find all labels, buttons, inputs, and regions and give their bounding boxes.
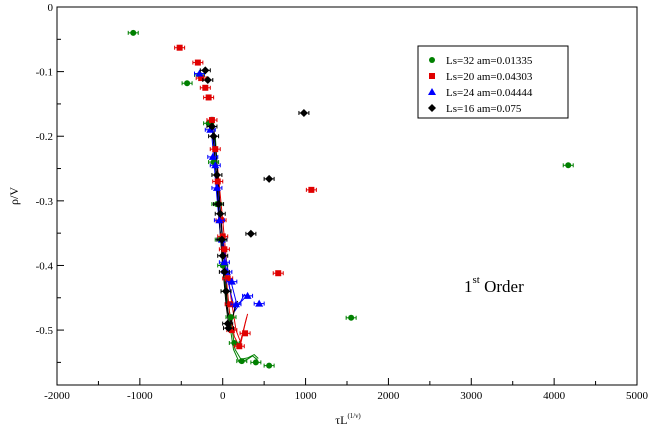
data-point [246, 229, 255, 238]
data-point [308, 186, 315, 193]
data-point [184, 80, 191, 87]
data-point [224, 324, 233, 333]
data-point [212, 171, 221, 179]
data-point [201, 66, 210, 75]
data-point [243, 291, 252, 299]
series-4 [199, 66, 310, 333]
data-point [216, 209, 225, 218]
data-points [127, 29, 574, 369]
data-point [214, 200, 223, 209]
data-point [203, 76, 212, 85]
data-point [130, 29, 137, 36]
y-tick-label: -0.5 [36, 325, 54, 337]
data-point [222, 287, 231, 296]
y-tick-label: -0.4 [36, 260, 54, 272]
legend-marker [428, 88, 436, 95]
y-tick-label: -0.2 [36, 131, 53, 143]
y-tick-label: -0.3 [36, 196, 54, 208]
data-point [227, 301, 234, 308]
data-point [220, 267, 229, 276]
data-point [212, 183, 221, 191]
data-point [209, 132, 218, 141]
data-point [224, 275, 231, 282]
data-point [255, 299, 264, 307]
x-tick-label: -1000 [127, 390, 153, 402]
y-tick-label: -0.1 [36, 67, 53, 79]
fit-curve [213, 136, 248, 305]
data-point [220, 258, 229, 266]
data-point [195, 69, 204, 77]
x-axis-label: τL(1/ν) [335, 412, 361, 427]
data-point [236, 343, 243, 350]
series-2 [174, 44, 317, 350]
data-point [218, 251, 227, 260]
data-point [228, 314, 234, 321]
data-point [208, 152, 217, 160]
data-point [348, 314, 355, 321]
data-point [231, 300, 240, 308]
x-tick-label: 4000 [543, 390, 566, 402]
data-point [242, 330, 249, 337]
data-point [206, 125, 215, 133]
legend-label: Ls=32 am=0.01335 [446, 55, 533, 67]
legend: Ls=32 am=0.01335 Ls=20 am=0.04303 Ls=24 am… [417, 45, 569, 119]
data-point [176, 44, 183, 51]
legend-marker [429, 57, 435, 63]
order-annotation: 1st Order [464, 274, 524, 296]
data-point [205, 94, 212, 101]
data-point [217, 235, 226, 244]
x-tick-label: 5000 [626, 390, 649, 402]
y-tick-label: 0 [48, 2, 54, 14]
data-point [299, 108, 308, 117]
data-point [221, 246, 228, 253]
x-tick-label: 3000 [460, 390, 483, 402]
x-tick-label: 1000 [295, 390, 318, 402]
data-point [215, 216, 224, 224]
legend-label: Ls=20 am=0.04303 [446, 71, 533, 83]
data-point [211, 161, 220, 169]
legend-label: Ls=16 am=0.075 [446, 103, 522, 115]
x-tick-label: 2000 [377, 390, 400, 402]
y-axis-label: ρ/V [7, 187, 21, 205]
data-point [194, 59, 201, 66]
data-point [227, 277, 236, 285]
data-point [275, 270, 282, 277]
axes: -2000 -1000 0 1000 2000 3000 4000 5000 0 -0.1 -0.2… [36, 2, 649, 402]
data-point [238, 358, 245, 365]
data-point [202, 84, 209, 91]
data-point [212, 146, 219, 153]
legend-marker [429, 73, 435, 79]
x-tick-label: 0 [220, 390, 226, 402]
legend-label: Ls=24 am=0.04444 [446, 87, 533, 99]
data-point [266, 362, 273, 369]
data-point [198, 75, 205, 82]
data-point [231, 340, 238, 346]
data-point [565, 162, 572, 169]
data-point [207, 122, 216, 131]
data-point [252, 359, 259, 366]
data-point [228, 327, 235, 334]
data-point [208, 117, 215, 124]
data-point [214, 178, 221, 185]
data-point [219, 233, 226, 240]
legend-marker [428, 104, 436, 112]
data-point [265, 174, 274, 183]
legend-box [417, 45, 569, 119]
x-tick-label: -2000 [44, 390, 70, 402]
